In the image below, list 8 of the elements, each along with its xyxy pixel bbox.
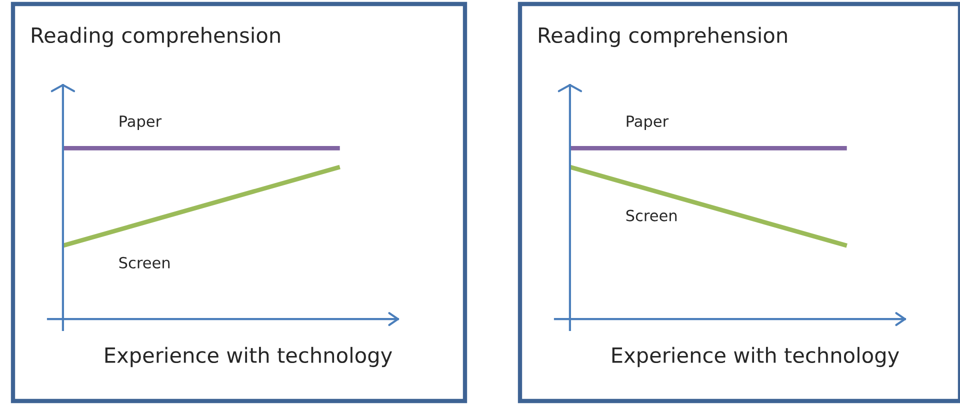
series-label: Paper [120, 116, 162, 130]
chart-title: Reading comprehension [539, 26, 787, 48]
chart-title: Reading comprehension [32, 26, 280, 48]
series-label: Screen [626, 210, 677, 222]
series-label: Screen [119, 256, 170, 268]
x-axis-title: Experience with technology [612, 346, 900, 368]
x-axis-title: Experience with technology [105, 346, 392, 368]
series-label: Paper [626, 116, 669, 130]
